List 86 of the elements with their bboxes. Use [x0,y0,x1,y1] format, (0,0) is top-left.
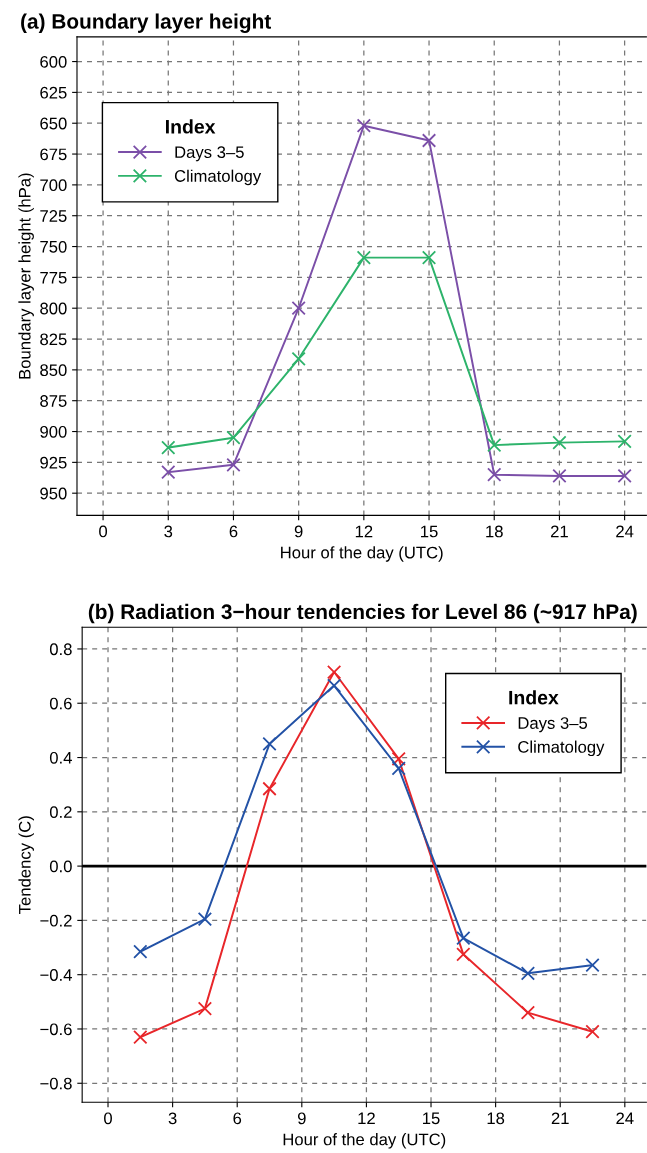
x-axis-title: Hour of the day (UTC) [281,546,443,562]
y-tick-label: 600 [40,55,67,68]
x-tick-label: 24 [616,1112,634,1125]
y-tick-label: −0.4 [40,969,72,981]
y-tick-label: 0.4 [49,751,72,764]
chart-title: (a) Boundary layer height [21,13,271,33]
y-tick-label: 625 [40,86,67,99]
x-tick-label: 0 [99,525,108,538]
x-tick-label: 6 [233,1112,242,1125]
x-tick-label: 18 [487,1112,505,1125]
y-axis-title: Tendency (C) [18,816,34,914]
x-tick-label: 12 [355,525,373,538]
y-tick-label: −0.2 [40,914,72,927]
point [421,250,437,265]
y-tick-label: 0.8 [49,643,72,656]
point [291,351,306,366]
y-tick-label: 950 [40,487,67,500]
y-tick-label: 875 [40,395,67,407]
y-axis-title: Boundary layer height (hPa) [18,173,34,379]
point [356,118,372,133]
point [291,301,306,316]
y-tick-label: 0.0 [49,860,72,873]
y-tick-label: 775 [40,271,67,284]
point [487,437,502,453]
y-tick-label: 800 [40,302,67,315]
legend-title: Index [509,690,559,705]
legend-label: Climatology [174,169,262,186]
chart-title: (b) Radiation 3−hour tendencies for Level 86 (~917 hPa) [88,603,637,624]
point [356,250,372,265]
point [226,430,241,445]
point [585,1024,600,1039]
legend-label: Days 3–5 [518,717,588,733]
y-tick-label: 0.6 [49,697,72,710]
x-axis-title: Hour of the day (UTC) [283,1133,446,1149]
y-tick-label: 850 [40,364,67,377]
x-tick-label: 12 [358,1112,375,1125]
point [585,958,600,973]
legend-label: Climatology [518,740,605,757]
point [617,468,632,484]
legend-title: Index [166,119,216,134]
x-tick-label: 3 [164,525,173,538]
x-tick-label: 6 [229,525,238,538]
point [391,761,406,776]
point [161,465,176,480]
y-tick-label: 675 [40,148,67,161]
point [326,678,342,693]
x-tick-label: 18 [486,525,503,538]
y-tick-label: −0.6 [40,1023,72,1036]
x-tick-label: 24 [616,525,634,538]
y-tick-label: −0.8 [40,1077,72,1090]
x-tick-label: 21 [551,1112,569,1125]
point [520,1005,536,1020]
point [552,468,567,484]
point [487,467,502,482]
y-tick-label: 725 [40,210,67,222]
y-tick-label: 750 [40,240,67,253]
point [226,457,241,472]
point [161,440,176,455]
y-tick-label: 825 [40,333,67,346]
point [456,947,471,962]
x-tick-label: 3 [168,1112,177,1125]
y-tick-label: 700 [40,179,67,192]
point [197,1001,213,1016]
point [391,751,406,767]
x-tick-label: 21 [551,525,568,538]
point [617,434,632,449]
point [326,664,342,680]
point [197,911,213,927]
point [133,944,148,959]
point [421,133,437,148]
point [520,966,536,981]
x-tick-label: 0 [104,1112,112,1125]
y-tick-label: 0.2 [49,806,72,819]
y-tick-label: 900 [40,425,67,438]
x-tick-label: 9 [297,1112,306,1125]
point [262,736,277,752]
point [456,930,471,946]
point [133,1029,148,1045]
point [552,435,567,450]
legend-label: Days 3–5 [175,146,244,162]
x-tick-label: 15 [421,525,438,538]
y-tick-label: 925 [40,456,67,469]
point [262,781,277,796]
y-tick-label: 650 [40,117,67,130]
x-tick-label: 9 [294,525,303,538]
x-tick-label: 15 [423,1112,440,1125]
